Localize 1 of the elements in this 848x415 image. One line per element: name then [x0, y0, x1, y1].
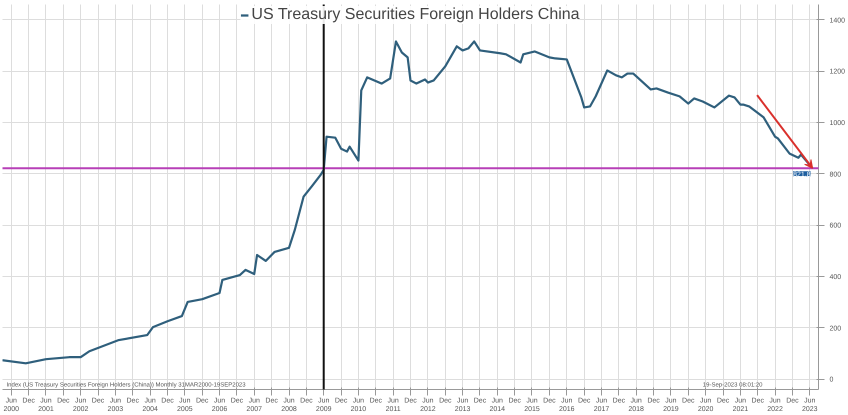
legend-label: US Treasury Securities Foreign Holders China [251, 6, 580, 24]
